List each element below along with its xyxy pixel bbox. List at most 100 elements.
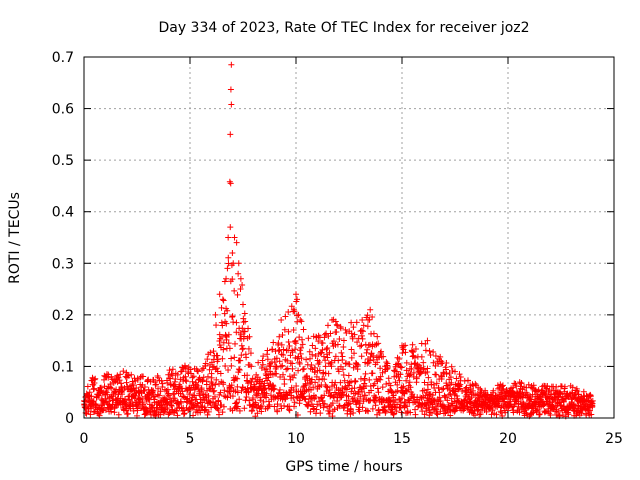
data-point bbox=[299, 336, 306, 343]
data-point bbox=[322, 363, 329, 370]
data-point bbox=[310, 384, 317, 391]
data-point bbox=[324, 354, 331, 361]
data-point bbox=[383, 380, 390, 387]
x-tick-label: 25 bbox=[605, 431, 623, 447]
data-point bbox=[326, 349, 333, 356]
data-point bbox=[362, 370, 369, 377]
data-point bbox=[88, 393, 95, 400]
data-point bbox=[474, 407, 481, 414]
data-point bbox=[220, 381, 227, 388]
data-point bbox=[339, 366, 346, 373]
data-point bbox=[200, 374, 207, 381]
data-point bbox=[353, 360, 360, 367]
data-point bbox=[137, 374, 144, 381]
data-point bbox=[243, 377, 250, 384]
data-point bbox=[265, 374, 272, 381]
data-point bbox=[351, 394, 358, 401]
data-point bbox=[407, 371, 414, 378]
data-point bbox=[334, 398, 341, 405]
data-point bbox=[274, 401, 281, 408]
data-point bbox=[377, 373, 384, 380]
data-point bbox=[219, 322, 226, 329]
data-point bbox=[254, 410, 261, 417]
data-point bbox=[337, 325, 344, 332]
data-point bbox=[218, 319, 225, 326]
data-point bbox=[348, 330, 355, 337]
data-point bbox=[344, 407, 351, 414]
data-point bbox=[235, 366, 242, 373]
data-point bbox=[307, 408, 314, 415]
data-point bbox=[386, 398, 393, 405]
data-point bbox=[336, 402, 343, 409]
data-point bbox=[164, 379, 171, 386]
data-point bbox=[348, 346, 355, 353]
data-point bbox=[489, 407, 496, 414]
data-point-peak bbox=[227, 224, 234, 231]
data-point bbox=[230, 260, 237, 267]
data-point bbox=[533, 407, 540, 414]
data-point bbox=[350, 398, 357, 405]
data-point bbox=[235, 270, 242, 277]
data-point bbox=[283, 366, 290, 373]
data-point bbox=[431, 397, 438, 404]
data-point bbox=[170, 391, 177, 398]
data-point bbox=[353, 319, 360, 326]
data-point bbox=[354, 362, 361, 369]
data-point bbox=[412, 346, 419, 353]
data-point bbox=[263, 394, 270, 401]
data-point bbox=[393, 408, 400, 415]
data-point bbox=[240, 319, 247, 326]
data-point-peak bbox=[237, 275, 244, 282]
data-point bbox=[312, 353, 319, 360]
data-point bbox=[264, 377, 271, 384]
data-point bbox=[416, 400, 423, 407]
data-point bbox=[323, 346, 330, 353]
data-point bbox=[359, 328, 366, 335]
data-point-peak bbox=[367, 306, 374, 313]
data-point bbox=[275, 340, 282, 347]
data-point bbox=[271, 385, 278, 392]
data-point bbox=[377, 349, 384, 356]
data-point bbox=[350, 410, 357, 417]
data-point bbox=[352, 390, 359, 397]
data-point bbox=[312, 379, 319, 386]
data-point bbox=[165, 371, 172, 378]
data-point-peak bbox=[227, 180, 234, 187]
data-point bbox=[326, 410, 333, 417]
data-point bbox=[297, 350, 304, 357]
data-point bbox=[570, 401, 577, 408]
data-point bbox=[438, 373, 445, 380]
data-point bbox=[305, 402, 312, 409]
data-point-peak bbox=[89, 374, 96, 381]
data-point bbox=[222, 332, 229, 339]
data-point bbox=[530, 409, 537, 416]
data-point bbox=[510, 409, 517, 416]
data-point bbox=[224, 307, 231, 314]
data-point bbox=[369, 370, 376, 377]
y-tick-label: 0.3 bbox=[52, 256, 74, 272]
data-point bbox=[403, 367, 410, 374]
data-point bbox=[233, 319, 240, 326]
data-point bbox=[251, 383, 258, 390]
data-point bbox=[368, 387, 375, 394]
data-point bbox=[409, 391, 416, 398]
data-point bbox=[421, 401, 428, 408]
data-point bbox=[249, 375, 256, 382]
data-point bbox=[453, 375, 460, 382]
data-point bbox=[241, 333, 248, 340]
data-point bbox=[221, 278, 228, 285]
data-point bbox=[300, 365, 307, 372]
data-point-peak bbox=[240, 301, 246, 308]
data-point bbox=[224, 394, 231, 401]
data-point bbox=[362, 392, 369, 399]
data-point bbox=[436, 394, 443, 401]
data-point bbox=[119, 391, 126, 398]
data-point bbox=[530, 382, 537, 389]
data-point bbox=[236, 407, 243, 414]
data-point bbox=[469, 387, 476, 394]
data-point bbox=[387, 382, 394, 389]
data-point bbox=[280, 346, 287, 353]
data-point bbox=[340, 405, 347, 412]
data-point bbox=[441, 393, 448, 400]
y-tick-labels: 0 0.1 0.2 0.3 0.4 0.5 0.6 0.7 bbox=[52, 50, 74, 427]
